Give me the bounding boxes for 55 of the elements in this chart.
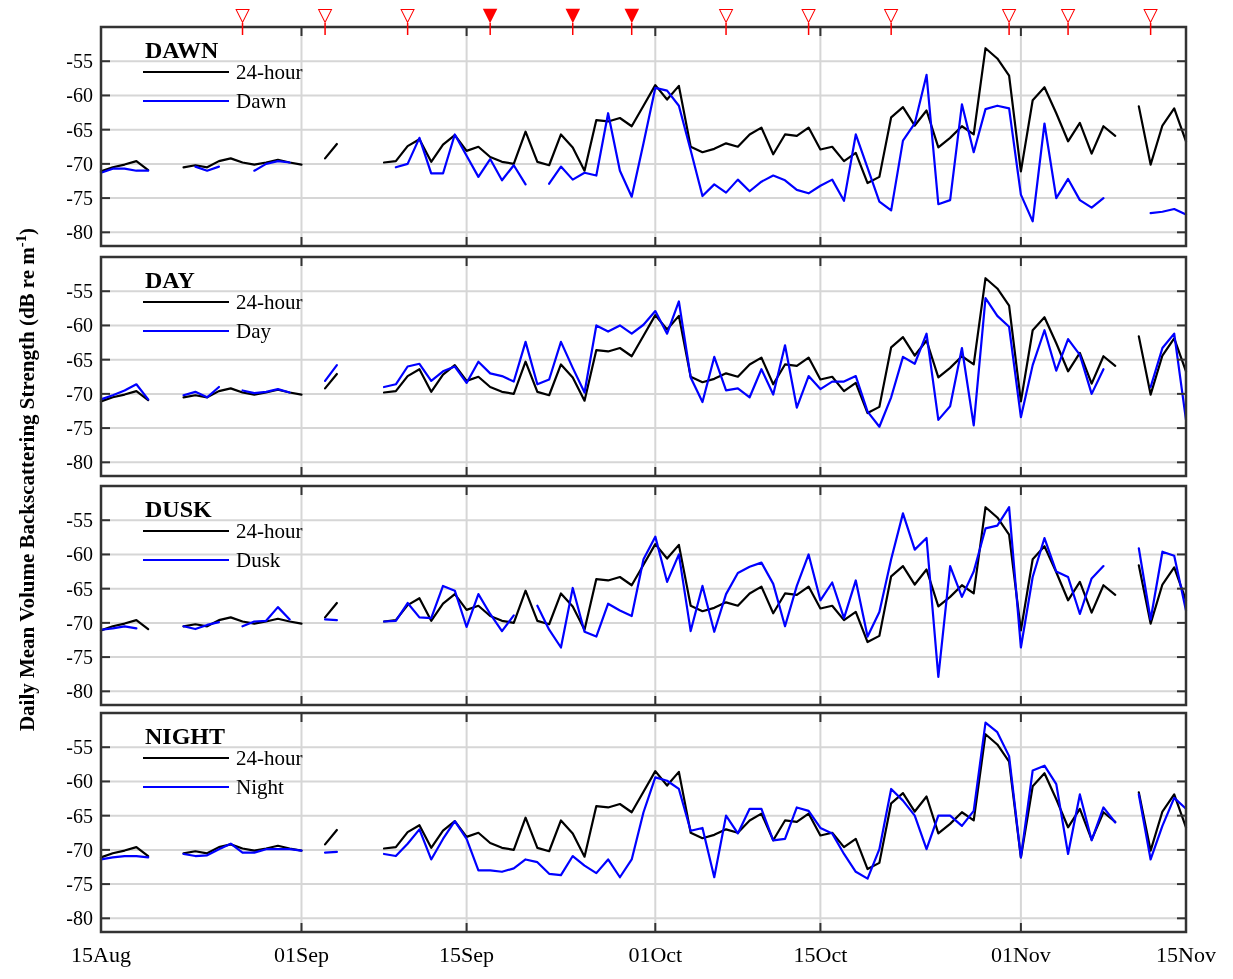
- y-tick-label: -70: [66, 838, 93, 861]
- x-tick-label: 15Aug: [71, 942, 131, 967]
- chart-title: DAWN: [145, 37, 219, 63]
- y-tick-label: -60: [66, 314, 93, 337]
- ref-line-label: ▽: [1060, 3, 1076, 25]
- ref-line-label: ▽: [317, 3, 333, 25]
- ref-line-label: ▽: [235, 3, 251, 25]
- y-tick-label: -55: [66, 509, 93, 532]
- ref-line-label: ▼: [482, 3, 498, 25]
- x-tick-label: 15Nov: [1156, 942, 1216, 967]
- ref-line-label: ▼: [624, 3, 640, 25]
- y-tick-label: -75: [66, 417, 93, 440]
- legend-label: Dawn: [236, 89, 287, 114]
- x-tick-label: 01Oct: [628, 942, 683, 967]
- ref-line-label: ▽: [801, 3, 817, 25]
- y-tick-label: -70: [66, 611, 93, 634]
- legend-label: Day: [236, 319, 272, 344]
- legend-label: 24-hour: [236, 290, 303, 315]
- y-tick-label: -60: [66, 770, 93, 793]
- legend-label: 24-hour: [236, 519, 303, 544]
- y-tick-label: -65: [66, 577, 93, 600]
- y-tick-label: -80: [66, 907, 93, 930]
- y-tick-label: -70: [66, 382, 93, 405]
- y-tick-label: -80: [66, 221, 93, 244]
- chart-title: NIGHT: [145, 723, 226, 749]
- y-tick-label: -60: [66, 84, 93, 107]
- y-tick-label: -55: [66, 50, 93, 73]
- y-tick-label: -75: [66, 187, 93, 210]
- y-tick-label: -75: [66, 873, 93, 896]
- legend-label: Night: [236, 775, 284, 800]
- legend-label: 24-hour: [236, 746, 303, 771]
- y-tick-label: -65: [66, 118, 93, 141]
- ref-line-label: ▼: [565, 3, 581, 25]
- x-tick-label: 01Sep: [273, 942, 329, 967]
- legend-label: 24-hour: [236, 60, 303, 85]
- y-tick-label: -65: [66, 804, 93, 827]
- ref-line-label: ▽: [1143, 3, 1159, 25]
- y-tick-label: -80: [66, 680, 93, 703]
- ref-line-label: ▽: [1001, 3, 1017, 25]
- y-tick-label: -75: [66, 646, 93, 669]
- chart-title: DUSK: [145, 496, 213, 522]
- y-tick-label: -70: [66, 152, 93, 175]
- ref-line-label: ▽: [883, 3, 899, 25]
- legend-label: Dusk: [236, 548, 281, 573]
- x-tick-label: 15Oct: [793, 942, 848, 967]
- x-tick-label: 01Nov: [990, 942, 1051, 967]
- y-tick-label: -65: [66, 348, 93, 371]
- chart-title: DAY: [145, 267, 195, 293]
- x-tick-label: 15Sep: [439, 942, 495, 967]
- y-tick-label: -55: [66, 736, 93, 759]
- y-tick-label: -60: [66, 543, 93, 566]
- ref-line-label: ▽: [400, 3, 416, 25]
- y-tick-label: -80: [66, 451, 93, 474]
- ref-line-label: ▽: [718, 3, 734, 25]
- y-tick-label: -55: [66, 280, 93, 303]
